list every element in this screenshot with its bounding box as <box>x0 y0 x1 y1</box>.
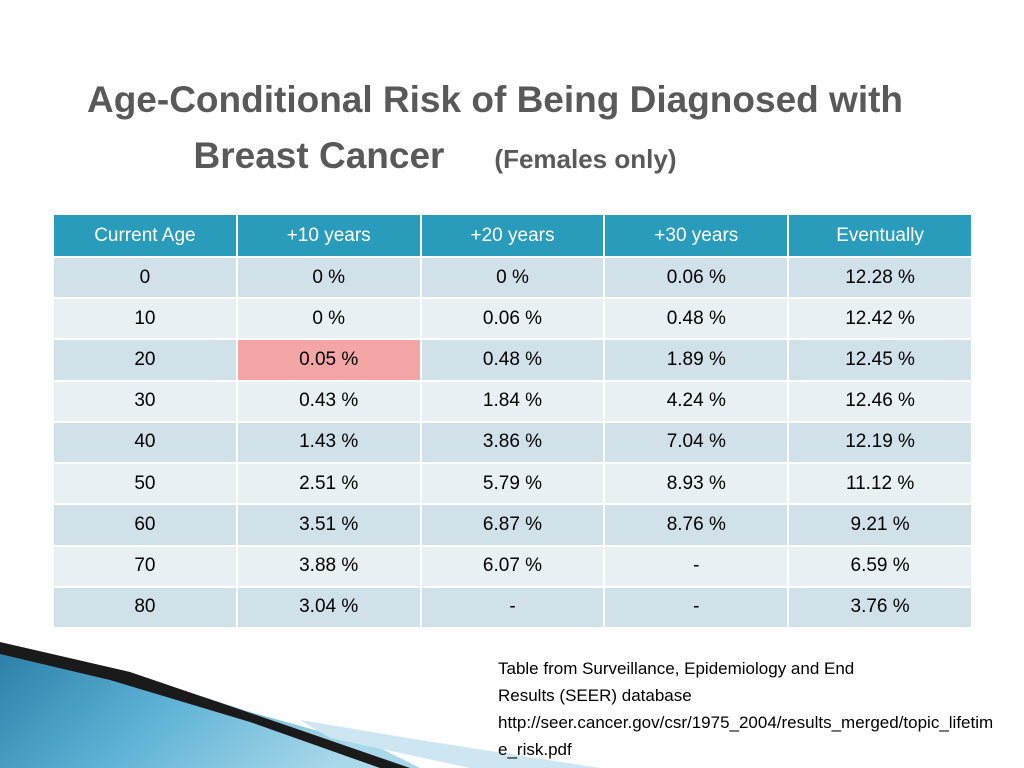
table-cell: 3.04 % <box>235 585 422 630</box>
table-cell: 3.88 % <box>235 544 422 588</box>
table-cell: 20 <box>52 338 238 382</box>
table-row: 30 0.43 % 1.84 % 4.24 % 12.46 % <box>52 379 973 423</box>
table-cell: 0 % <box>235 255 422 300</box>
table-cell: 30 <box>52 379 238 423</box>
source-line-1: Table from Surveillance, Epidemiology an… <box>498 659 855 678</box>
table-cell: 2.51 % <box>235 462 422 506</box>
table-row: 0 0 % 0 % 0.06 % 12.28 % <box>52 255 973 300</box>
table-row: 20 0.05 % 0.48 % 1.89 % 12.45 % <box>52 338 973 382</box>
table-cell: 0.06 % <box>603 255 790 300</box>
table-row: 10 0 % 0.06 % 0.48 % 12.42 % <box>52 297 973 341</box>
table-row: 80 3.04 % - - 3.76 % <box>52 585 973 630</box>
table-row: 70 3.88 % 6.07 % - 6.59 % <box>52 544 973 588</box>
title-line-1: Age-Conditional Risk of Being Diagnosed … <box>86 79 904 120</box>
table-cell: - <box>603 544 790 588</box>
table-cell: 6.59 % <box>787 544 973 588</box>
table-cell: 10 <box>52 297 238 341</box>
risk-table: Current Age +10 years +20 years +30 year… <box>52 213 973 630</box>
table-row: 40 1.43 % 3.86 % 7.04 % 12.19 % <box>52 420 973 465</box>
table-cell: 70 <box>52 544 238 588</box>
table-cell: 8.76 % <box>603 503 790 547</box>
title-subtitle: (Females only) <box>494 144 677 174</box>
table-cell: 0.48 % <box>419 338 606 382</box>
title-line-2: Breast Cancer <box>193 135 445 176</box>
table-cell: 0 <box>52 255 238 300</box>
table-cell: 3.51 % <box>235 503 422 547</box>
table-cell: 0.43 % <box>235 379 422 423</box>
table-cell: 12.28 % <box>787 255 973 300</box>
table-cell: 8.93 % <box>603 462 790 506</box>
source-line-2: Results (SEER) database <box>498 686 692 705</box>
table-cell: 0.06 % <box>419 297 606 341</box>
table-cell: 9.21 % <box>787 503 973 547</box>
header-current-age: Current Age <box>52 213 238 258</box>
table-cell: 40 <box>52 420 238 465</box>
table-cell: 12.46 % <box>787 379 973 423</box>
highlighted-cell: 0.05 % <box>235 338 422 382</box>
title-line-2-wrap: Breast Cancer (Females only) <box>0 128 990 187</box>
table-cell: - <box>419 585 606 630</box>
source-citation: Table from Surveillance, Epidemiology an… <box>498 655 998 763</box>
table-cell: 0 % <box>419 255 606 300</box>
header-eventually: Eventually <box>787 213 973 258</box>
table-header-row: Current Age +10 years +20 years +30 year… <box>52 213 973 258</box>
table-cell: 3.86 % <box>419 420 606 465</box>
swoosh-black-stripe <box>0 642 410 768</box>
table-cell: 60 <box>52 503 238 547</box>
table-cell: 3.76 % <box>787 585 973 630</box>
table-cell: 6.87 % <box>419 503 606 547</box>
table-cell: 1.43 % <box>235 420 422 465</box>
swoosh-light-stripe <box>300 720 600 768</box>
table-cell: 12.45 % <box>787 338 973 382</box>
table-cell: - <box>603 585 790 630</box>
table-row: 50 2.51 % 5.79 % 8.93 % 11.12 % <box>52 462 973 506</box>
header-plus-20-years: +20 years <box>419 213 606 258</box>
table-cell: 5.79 % <box>419 462 606 506</box>
decorative-swoosh <box>0 642 600 768</box>
table-cell: 6.07 % <box>419 544 606 588</box>
table-cell: 12.42 % <box>787 297 973 341</box>
table-cell: 80 <box>52 585 238 630</box>
header-plus-30-years: +30 years <box>603 213 790 258</box>
table-cell: 12.19 % <box>787 420 973 465</box>
table-row: 60 3.51 % 6.87 % 8.76 % 9.21 % <box>52 503 973 547</box>
table-cell: 0.48 % <box>603 297 790 341</box>
table-cell: 0 % <box>235 297 422 341</box>
slide-title: Age-Conditional Risk of Being Diagnosed … <box>0 72 990 187</box>
source-url[interactable]: http://seer.cancer.gov/csr/1975_2004/res… <box>498 713 994 759</box>
table-cell: 7.04 % <box>603 420 790 465</box>
table-cell: 11.12 % <box>787 462 973 506</box>
table-cell: 1.84 % <box>419 379 606 423</box>
table-cell: 4.24 % <box>603 379 790 423</box>
header-plus-10-years: +10 years <box>235 213 422 258</box>
table-cell: 1.89 % <box>603 338 790 382</box>
table-cell: 50 <box>52 462 238 506</box>
